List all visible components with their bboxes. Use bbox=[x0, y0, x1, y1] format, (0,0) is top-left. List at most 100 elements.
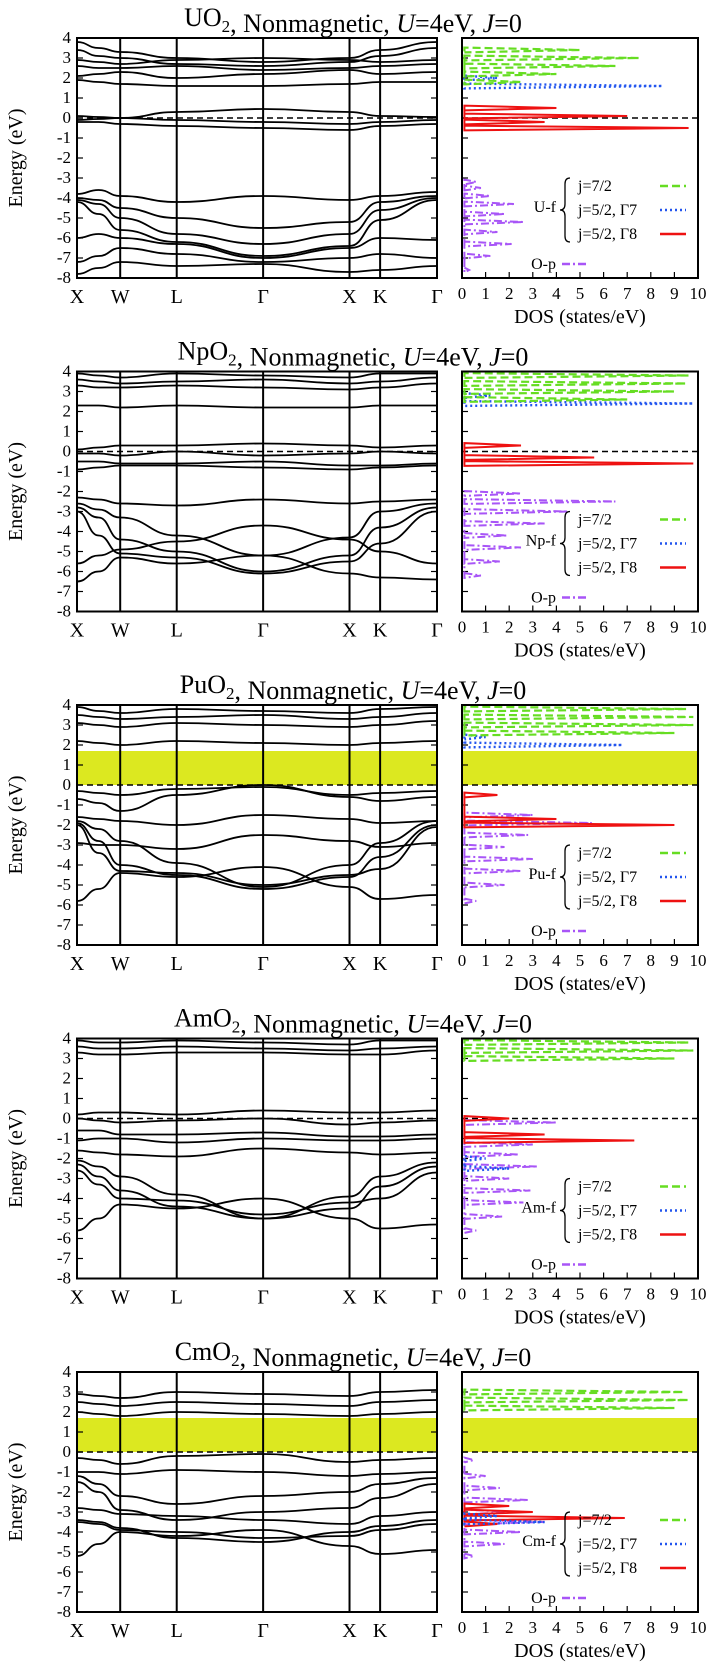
ytick-label: -3 bbox=[57, 1502, 71, 1521]
panel-title: AmO2, Nonmagnetic, U=4eV, J=0 bbox=[174, 1004, 532, 1039]
title-part-U: U bbox=[401, 676, 422, 705]
band-frame bbox=[76, 37, 438, 279]
band-line bbox=[76, 1137, 438, 1144]
dos-xtick-label: 0 bbox=[458, 1618, 467, 1637]
legend-entry: j=7/2 bbox=[577, 1512, 612, 1529]
ylabel: Energy (eV) bbox=[5, 1442, 27, 1541]
ytick-label: -2 bbox=[57, 1149, 71, 1168]
legend-brace bbox=[559, 510, 571, 577]
dos-xtick-label: 4 bbox=[552, 1285, 561, 1304]
legend-entry: j=7/2 bbox=[577, 1179, 612, 1196]
legend-entry: j=5/2, Γ7 bbox=[577, 869, 637, 886]
title-part-J: J bbox=[483, 9, 496, 38]
band-line bbox=[76, 197, 438, 245]
kpoint-label: Γ bbox=[431, 620, 443, 642]
ytick-label: -1 bbox=[57, 1462, 71, 1481]
band-line bbox=[76, 233, 438, 259]
band-line bbox=[76, 510, 438, 575]
panel-title: UO2, Nonmagnetic, U=4eV, J=0 bbox=[184, 3, 522, 38]
ytick-label: -6 bbox=[57, 228, 71, 247]
kpoint-label: X bbox=[342, 953, 357, 975]
title-part-formula: NpO bbox=[178, 337, 229, 366]
band-line bbox=[76, 108, 438, 119]
band-line bbox=[76, 1519, 438, 1543]
dos-xtick-label: 1 bbox=[481, 284, 490, 303]
band-line bbox=[76, 1039, 437, 1046]
gap-band bbox=[77, 751, 437, 785]
kpoint-label: L bbox=[171, 953, 183, 975]
dos-xtick-label: 2 bbox=[505, 618, 514, 637]
legend-element: Np-f bbox=[526, 533, 557, 550]
ytick-label: -1 bbox=[57, 1129, 71, 1148]
dos-xtick-label: 3 bbox=[529, 618, 538, 637]
kpoint-label: Γ bbox=[257, 1620, 269, 1642]
band-line bbox=[76, 1197, 438, 1232]
band-frame bbox=[76, 370, 438, 613]
kpoint-label: L bbox=[171, 286, 183, 308]
dos-curve-O-p bbox=[463, 1119, 557, 1235]
title-part-pre: , Nonmagnetic, bbox=[235, 676, 401, 705]
kpoint-label: X bbox=[70, 620, 85, 642]
band-line bbox=[76, 63, 438, 71]
legend-entry: j=5/2, Γ7 bbox=[577, 536, 637, 553]
dos-xtick-label: 4 bbox=[552, 951, 561, 970]
legend-entry: j=5/2, Γ7 bbox=[577, 1536, 637, 1553]
kpoint-label: X bbox=[70, 953, 85, 975]
dos-xtick-label: 5 bbox=[576, 1285, 585, 1304]
dos-xtick-label: 6 bbox=[599, 618, 608, 637]
ytick-label: -1 bbox=[57, 128, 71, 147]
ytick-label: -5 bbox=[57, 208, 71, 227]
band-line bbox=[76, 1411, 438, 1417]
title-part-subscript: 2 bbox=[222, 17, 231, 36]
dos-xtick-label: 2 bbox=[505, 284, 514, 303]
dos-curve-G7 bbox=[463, 391, 694, 408]
legend-element: Am-f bbox=[521, 1200, 556, 1217]
kpoint-label: K bbox=[373, 286, 388, 308]
ytick-label: 4 bbox=[63, 362, 72, 381]
title-part-pre: , Nonmagnetic, bbox=[240, 1010, 406, 1039]
dos-xtick-label: 10 bbox=[690, 618, 707, 637]
legend-brace bbox=[559, 1177, 571, 1244]
band-line bbox=[76, 524, 438, 565]
dos-xtick-label: 0 bbox=[458, 618, 467, 637]
band-line bbox=[76, 442, 438, 451]
band-line bbox=[76, 554, 438, 583]
panel-0: UO2, Nonmagnetic, U=4eV, J=043210-1-2-3-… bbox=[5, 3, 707, 328]
dos-xtick-label: 8 bbox=[647, 1618, 656, 1637]
title-part-formula: AmO bbox=[174, 1004, 232, 1033]
ytick-label: -7 bbox=[57, 248, 72, 267]
dos-xtick-label: 0 bbox=[458, 1285, 467, 1304]
band-line bbox=[76, 1163, 438, 1220]
dos-xtick-label: 6 bbox=[599, 1618, 608, 1637]
title-part-pre: , Nonmagnetic, bbox=[230, 9, 396, 38]
ytick-label: 2 bbox=[63, 1402, 72, 1421]
legend-element: U-f bbox=[534, 199, 557, 216]
gap-dos bbox=[462, 1418, 698, 1452]
dos-curve-j72 bbox=[463, 1038, 694, 1063]
band-line bbox=[76, 506, 438, 573]
panel-title: PuO2, Nonmagnetic, U=4eV, J=0 bbox=[180, 670, 526, 705]
dos-xtick-label: 0 bbox=[458, 951, 467, 970]
band-line bbox=[76, 41, 438, 63]
ytick-label: 0 bbox=[63, 1109, 72, 1128]
ytick-label: 4 bbox=[63, 1362, 72, 1381]
ytick-label: -4 bbox=[57, 1189, 72, 1208]
band-frame bbox=[76, 704, 438, 946]
band-line bbox=[76, 1475, 438, 1505]
dos-curve-G8 bbox=[463, 791, 675, 829]
title-part-u_eq: =4eV, bbox=[415, 9, 483, 38]
kpoint-label: L bbox=[171, 1287, 183, 1309]
dos-xtick-label: 10 bbox=[690, 1618, 707, 1637]
legend-entry: j=5/2, Γ7 bbox=[577, 202, 637, 219]
dos-xtick-label: 4 bbox=[552, 284, 561, 303]
band-line bbox=[76, 1529, 438, 1557]
band-line bbox=[76, 814, 438, 826]
band-line bbox=[76, 1109, 438, 1116]
dos-xtick-label: 1 bbox=[481, 1618, 490, 1637]
legend-entry: O-p bbox=[531, 1257, 556, 1274]
title-part-j_eq: =0 bbox=[499, 676, 527, 705]
kpoint-label: L bbox=[171, 620, 183, 642]
band-line bbox=[76, 502, 438, 557]
title-part-formula: PuO bbox=[180, 670, 226, 699]
ytick-label: 1 bbox=[63, 88, 72, 107]
